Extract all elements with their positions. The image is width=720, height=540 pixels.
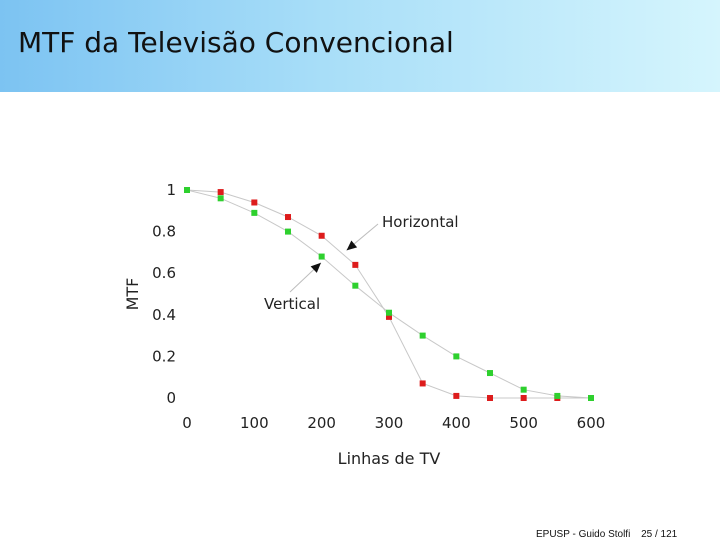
data-point-vertical-12: [588, 395, 594, 401]
x-tick-label: 0: [182, 414, 192, 432]
x-tick-label: 100: [240, 414, 269, 432]
x-tick-label: 400: [442, 414, 471, 432]
x-tick-label: 600: [577, 414, 606, 432]
data-point-horizontal-8: [453, 392, 460, 399]
y-tick-label: 1: [166, 181, 176, 199]
slide-title: MTF da Televisão Convencional: [18, 26, 454, 59]
x-tick-label: 500: [509, 414, 538, 432]
data-point-horizontal-1: [217, 189, 224, 196]
annotation-horizontal: Horizontal: [382, 213, 459, 231]
y-tick-label: 0.6: [152, 264, 176, 282]
footer-author: EPUSP - Guido Stolfi: [536, 529, 631, 540]
x-axis-label: Linhas de TV: [338, 449, 441, 468]
data-point-horizontal-9: [487, 395, 493, 401]
x-tick-label: 200: [307, 414, 336, 432]
data-point-vertical-9: [487, 370, 493, 377]
title-bar: MTF da Televisão Convencional: [0, 0, 720, 92]
data-point-vertical-0: [184, 187, 190, 193]
data-point-vertical-1: [217, 195, 224, 202]
annotation-arrowhead: [346, 240, 358, 251]
data-point-vertical-5: [352, 282, 359, 289]
data-point-vertical-6: [386, 309, 392, 316]
data-point-vertical-10: [520, 386, 527, 393]
y-tick-label: 0.4: [152, 306, 176, 324]
data-point-horizontal-7: [419, 380, 426, 387]
data-point-vertical-8: [453, 353, 460, 360]
y-tick-label: 0.2: [152, 347, 176, 365]
x-tick-label: 300: [375, 414, 404, 432]
data-point-horizontal-10: [520, 395, 527, 401]
y-tick-label: 0: [166, 389, 176, 407]
annotation-vertical: Vertical: [264, 295, 320, 313]
data-point-horizontal-3: [285, 214, 291, 221]
y-tick-label: 0.8: [152, 223, 176, 241]
data-point-horizontal-4: [318, 232, 325, 239]
data-point-vertical-7: [419, 332, 426, 339]
y-axis-label: MTF: [123, 278, 142, 311]
data-point-horizontal-6: [386, 313, 392, 320]
data-point-vertical-3: [285, 228, 291, 235]
slide-footer: EPUSP - Guido Stolfi 25 / 121: [536, 529, 685, 540]
data-point-vertical-2: [251, 209, 258, 216]
annotation-arrowhead: [310, 262, 321, 273]
data-point-horizontal-2: [251, 199, 258, 206]
data-point-horizontal-5: [352, 261, 359, 268]
page-number: 25 / 121: [641, 529, 678, 540]
data-point-vertical-4: [318, 253, 325, 260]
data-point-vertical-11: [554, 392, 561, 399]
